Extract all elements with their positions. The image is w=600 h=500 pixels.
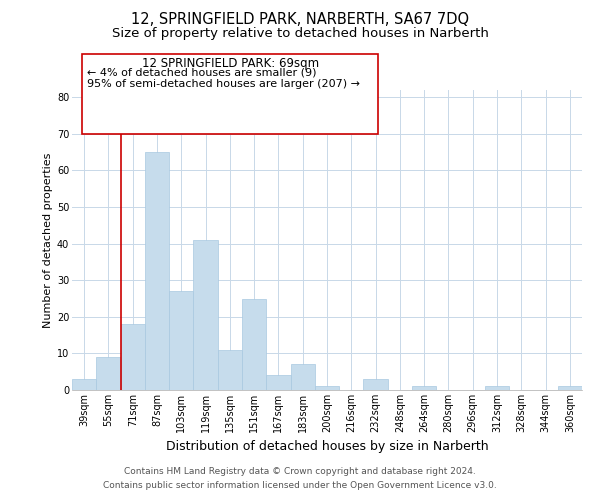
Bar: [558, 386, 582, 390]
Text: 95% of semi-detached houses are larger (207) →: 95% of semi-detached houses are larger (…: [88, 80, 360, 90]
Y-axis label: Number of detached properties: Number of detached properties: [43, 152, 53, 328]
Bar: [121, 324, 145, 390]
Bar: [218, 350, 242, 390]
Bar: [412, 386, 436, 390]
Bar: [169, 291, 193, 390]
Bar: [72, 379, 96, 390]
Bar: [266, 376, 290, 390]
Text: Contains public sector information licensed under the Open Government Licence v3: Contains public sector information licen…: [103, 481, 497, 490]
FancyBboxPatch shape: [82, 54, 378, 134]
Text: Contains HM Land Registry data © Crown copyright and database right 2024.: Contains HM Land Registry data © Crown c…: [124, 467, 476, 476]
Bar: [485, 386, 509, 390]
Text: Size of property relative to detached houses in Narberth: Size of property relative to detached ho…: [112, 28, 488, 40]
Bar: [145, 152, 169, 390]
Bar: [242, 298, 266, 390]
Bar: [96, 357, 121, 390]
Text: ← 4% of detached houses are smaller (9): ← 4% of detached houses are smaller (9): [88, 68, 317, 78]
Bar: [315, 386, 339, 390]
X-axis label: Distribution of detached houses by size in Narberth: Distribution of detached houses by size …: [166, 440, 488, 454]
Text: 12, SPRINGFIELD PARK, NARBERTH, SA67 7DQ: 12, SPRINGFIELD PARK, NARBERTH, SA67 7DQ: [131, 12, 469, 28]
Bar: [193, 240, 218, 390]
Text: 12 SPRINGFIELD PARK: 69sqm: 12 SPRINGFIELD PARK: 69sqm: [142, 57, 319, 70]
Bar: [290, 364, 315, 390]
Bar: [364, 379, 388, 390]
